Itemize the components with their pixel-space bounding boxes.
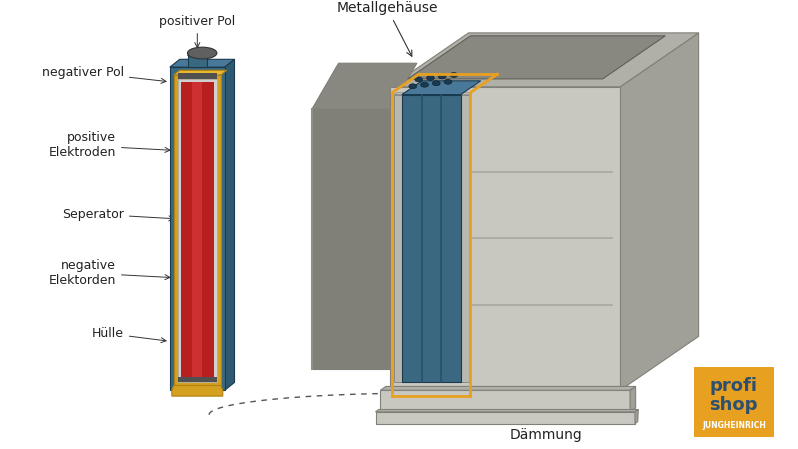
Polygon shape [312,109,390,369]
Polygon shape [192,82,202,380]
Ellipse shape [433,81,440,86]
Ellipse shape [426,75,434,80]
Text: positive
Elektroden: positive Elektroden [49,132,170,159]
Text: profi: profi [710,378,758,396]
Text: shop: shop [709,396,758,414]
Polygon shape [394,95,402,383]
Ellipse shape [444,79,452,84]
Polygon shape [408,36,666,79]
Polygon shape [178,73,217,79]
Ellipse shape [421,82,429,87]
Ellipse shape [438,74,446,79]
Polygon shape [381,390,630,412]
Polygon shape [312,63,417,109]
Polygon shape [178,79,217,383]
Polygon shape [381,387,636,390]
Ellipse shape [409,84,417,88]
Ellipse shape [415,77,423,82]
Text: Hülle: Hülle [92,327,166,343]
Polygon shape [170,67,225,390]
Polygon shape [460,95,468,383]
Polygon shape [620,33,698,390]
Polygon shape [630,387,636,412]
Polygon shape [460,93,471,95]
Polygon shape [170,59,235,67]
Polygon shape [178,377,217,383]
Text: Metallgehäuse: Metallgehäuse [336,1,438,56]
Polygon shape [390,87,620,390]
Polygon shape [225,59,235,390]
Ellipse shape [450,73,458,77]
Polygon shape [402,95,460,383]
Text: Dämmung: Dämmung [469,398,583,442]
Polygon shape [394,93,405,95]
Text: JUNGHEINRICH: JUNGHEINRICH [702,422,766,431]
Polygon shape [635,409,638,423]
Polygon shape [174,75,221,385]
FancyBboxPatch shape [693,367,774,437]
Polygon shape [390,33,698,87]
Polygon shape [188,52,212,55]
Text: negativer Pol: negativer Pol [41,66,166,84]
Polygon shape [376,412,635,423]
Text: Seperator: Seperator [62,207,174,221]
Text: negative
Elektorden: negative Elektorden [49,259,170,287]
Polygon shape [188,55,207,67]
Polygon shape [180,82,214,380]
Ellipse shape [188,47,217,59]
Polygon shape [402,81,480,95]
Polygon shape [376,409,638,412]
Text: positiver Pol: positiver Pol [159,15,235,48]
Polygon shape [174,70,227,75]
Polygon shape [172,385,223,396]
